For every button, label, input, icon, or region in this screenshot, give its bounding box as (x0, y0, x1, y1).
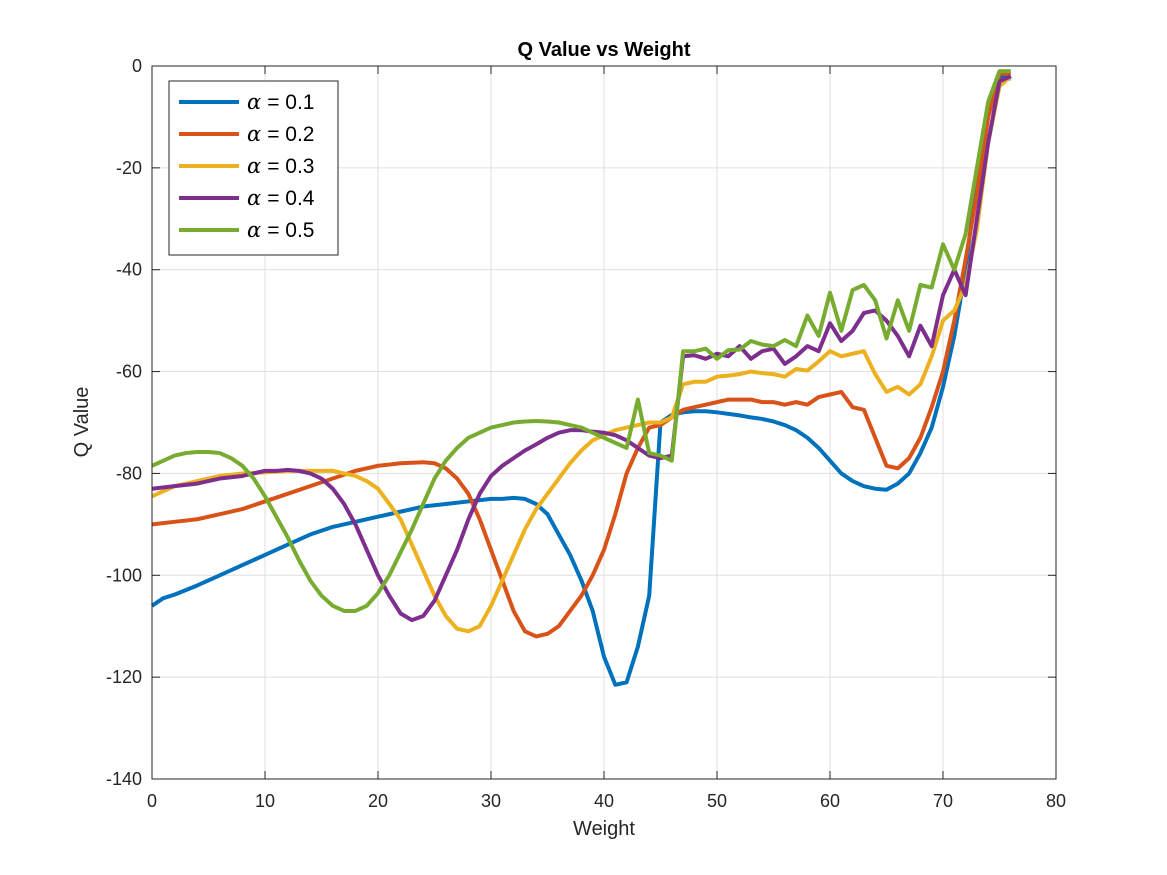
series-line-2 (151, 71, 1011, 639)
y-tick-label: -20 (116, 158, 142, 178)
legend-value: = 0.5 (267, 219, 314, 242)
y-axis-label: Q Value (71, 387, 93, 458)
series-line-3 (151, 74, 1013, 634)
x-tick-label: 10 (255, 791, 275, 811)
legend-label: α = 0.2 (247, 122, 314, 146)
legend: α = 0.1 α = 0.2 α = 0.3 α = 0.4 α = 0.5 (168, 80, 339, 256)
x-tick-label: 30 (481, 791, 501, 811)
series-layer (150, 69, 1013, 687)
legend-alpha-symbol: α (247, 154, 261, 178)
x-tick-label: 0 (147, 791, 157, 811)
legend-item-1: α = 0.1 (179, 90, 314, 114)
x-tick-label: 20 (368, 791, 388, 811)
legend-alpha-symbol: α (247, 218, 261, 242)
y-tick-label: 0 (132, 56, 142, 76)
legend-item-3: α = 0.3 (179, 154, 314, 178)
x-tick-label: 40 (594, 791, 614, 811)
x-tick-label: 50 (707, 791, 727, 811)
legend-label: α = 0.4 (247, 186, 315, 210)
y-tick-label: -140 (106, 769, 142, 789)
chart-title: Q Value vs Weight (517, 39, 690, 61)
y-tick-label: -60 (116, 362, 142, 382)
legend-label: α = 0.3 (247, 154, 314, 178)
ticks: 0 10 20 30 40 50 60 70 80 -140 -120 -100 -80 -60 -40 -2… (106, 56, 1066, 811)
legend-value: = 0.3 (267, 155, 314, 178)
x-tick-label: 80 (1046, 791, 1066, 811)
legend-item-2: α = 0.2 (179, 122, 314, 146)
legend-item-4: α = 0.4 (179, 186, 315, 210)
legend-alpha-symbol: α (247, 122, 261, 146)
legend-alpha-symbol: α (247, 186, 261, 210)
legend-value: = 0.1 (267, 91, 314, 114)
legend-item-5: α = 0.5 (179, 218, 314, 242)
x-axis-label: Weight (573, 818, 635, 840)
legend-value: = 0.2 (267, 123, 314, 146)
y-tick-label: -40 (116, 260, 142, 280)
series-line-5 (151, 69, 1011, 613)
y-tick-label: -80 (116, 463, 142, 483)
x-tick-label: 70 (933, 791, 953, 811)
y-tick-label: -120 (106, 667, 142, 687)
legend-value: = 0.4 (267, 187, 315, 210)
legend-alpha-symbol: α (247, 90, 261, 114)
legend-label: α = 0.5 (247, 218, 314, 242)
y-tick-label: -100 (106, 565, 142, 585)
x-tick-label: 60 (820, 791, 840, 811)
legend-label: α = 0.1 (247, 90, 314, 114)
